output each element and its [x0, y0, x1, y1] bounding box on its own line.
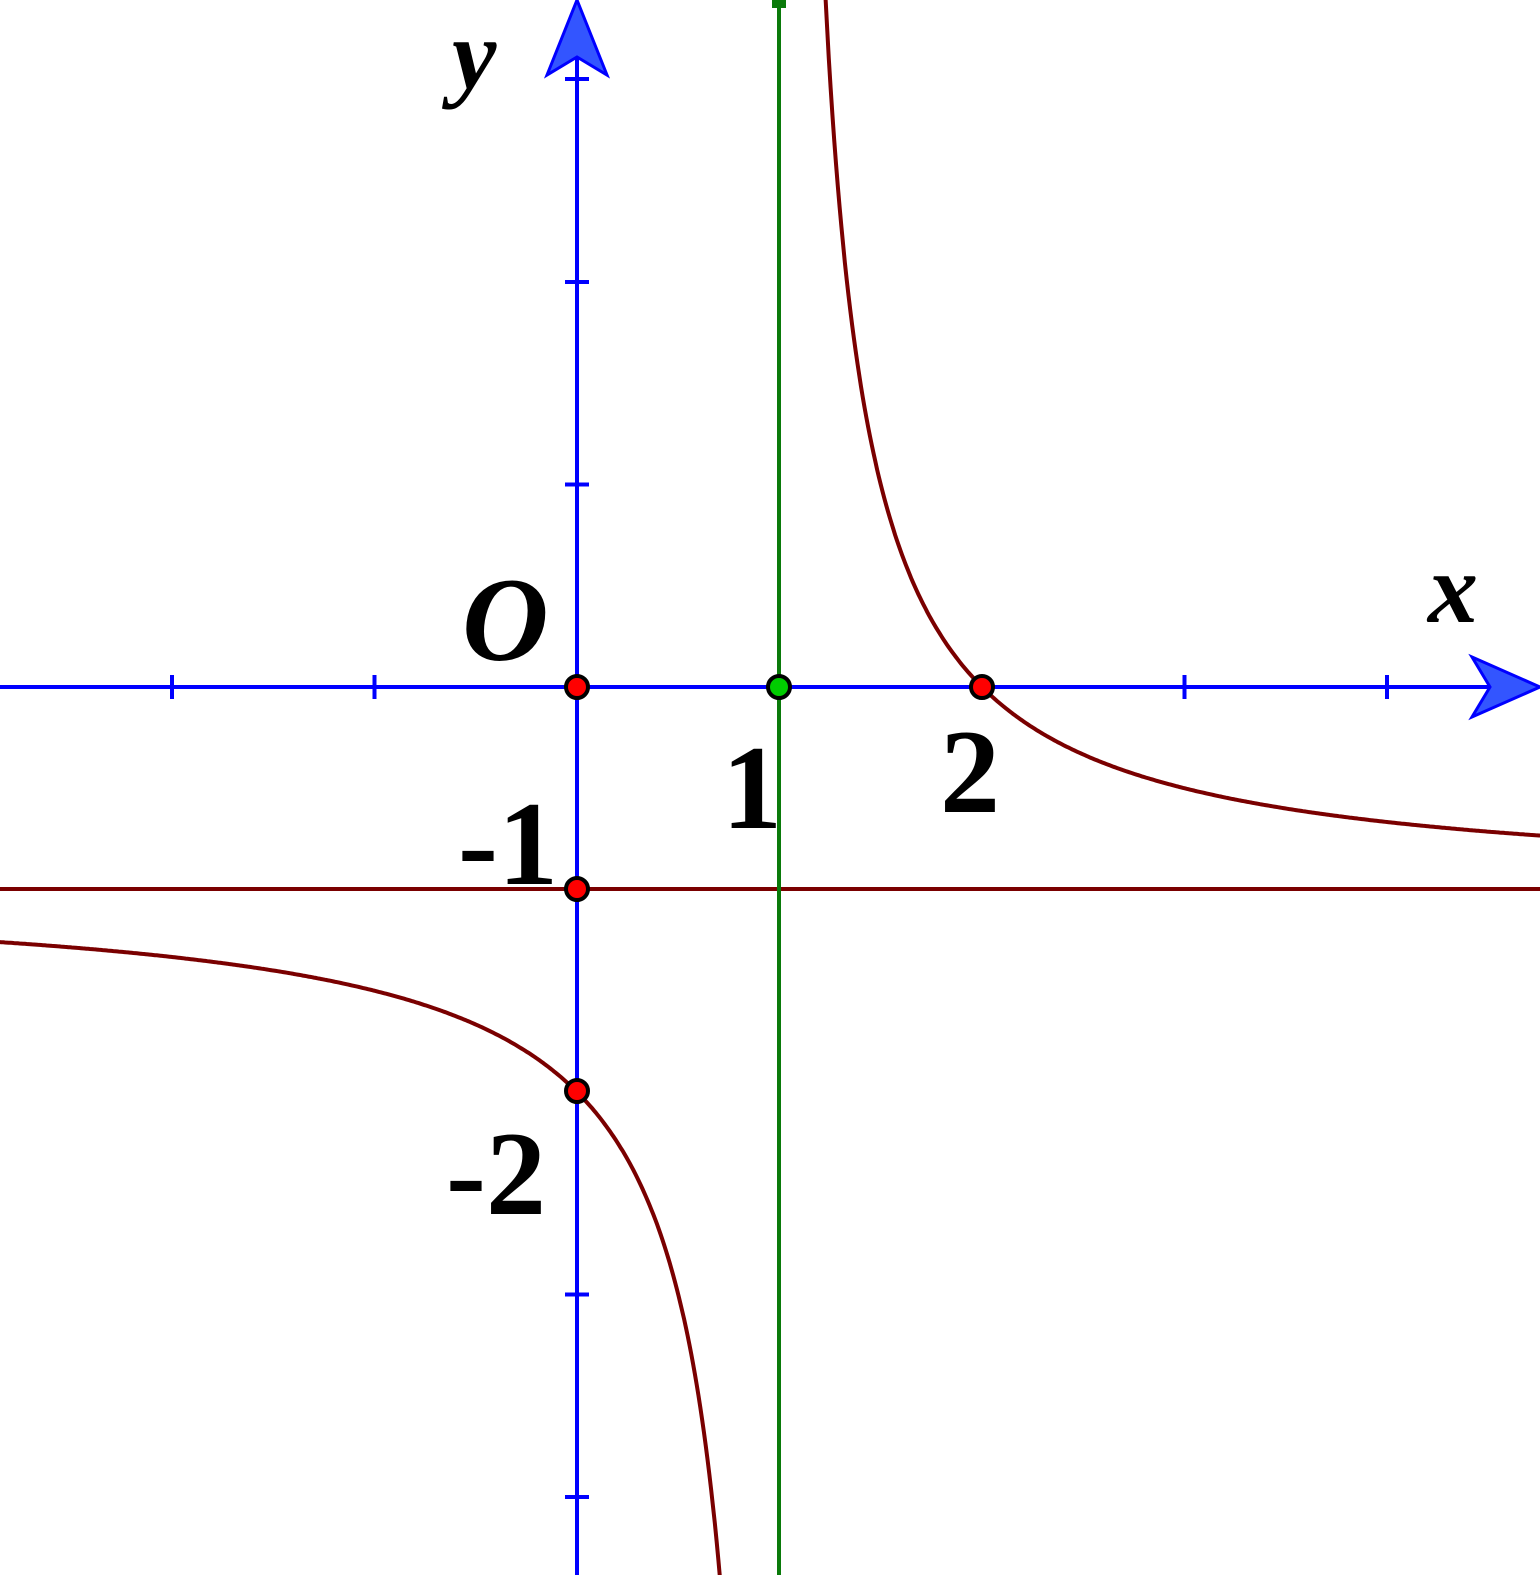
curve-branch-left	[0, 940, 722, 1575]
y-axis-arrow	[543, 0, 611, 79]
asymptote-handle	[772, 0, 786, 8]
x-tick-label: 2	[940, 705, 1000, 838]
asymptote-intercept-point	[564, 876, 590, 902]
curve-branch-right	[823, 0, 1540, 838]
y-axis-label: y	[441, 0, 497, 110]
y-intercept-point	[564, 1078, 590, 1104]
y-tick-label: -2	[446, 1107, 546, 1240]
asymptote-foot-point	[766, 674, 792, 700]
origin-point	[564, 674, 590, 700]
x-axis-label: x	[1426, 533, 1478, 644]
x-tick-label: 1	[722, 721, 782, 854]
x-axis-arrow	[1468, 653, 1540, 721]
x-intercept-point	[969, 674, 995, 700]
y-tick-label: -1	[458, 777, 558, 910]
origin-label: O	[462, 553, 549, 686]
axis-ticks	[170, 77, 1389, 1499]
